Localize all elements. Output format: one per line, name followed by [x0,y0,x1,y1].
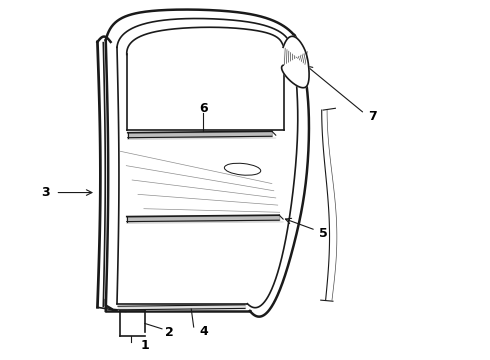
Polygon shape [282,36,309,88]
Text: 5: 5 [319,226,327,239]
Text: 4: 4 [199,325,208,338]
Text: 7: 7 [368,110,376,123]
Text: 2: 2 [165,326,173,339]
Text: 3: 3 [41,186,50,199]
Text: 1: 1 [141,339,149,352]
Text: 6: 6 [199,102,208,115]
